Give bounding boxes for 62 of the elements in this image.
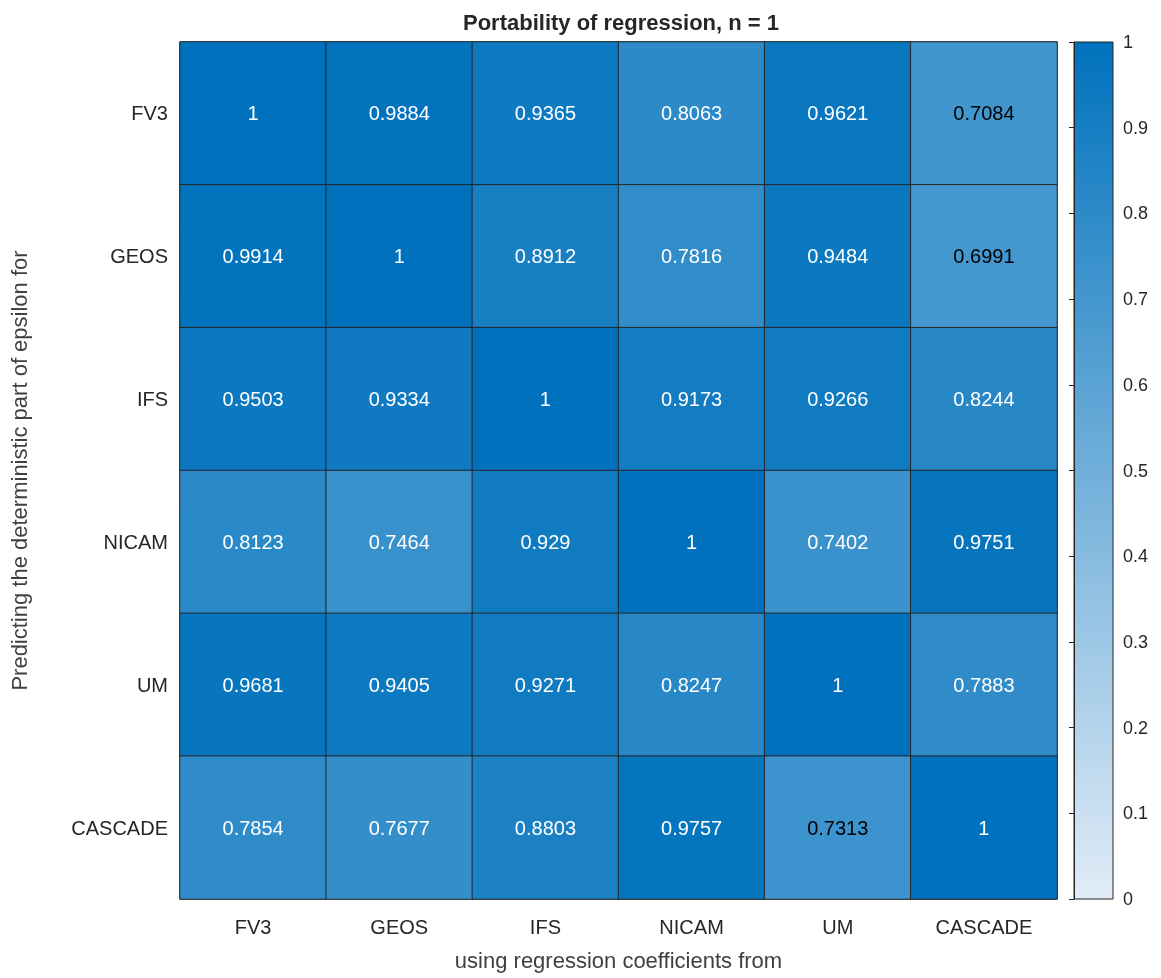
y-tick-label: IFS [136, 388, 168, 411]
data-label: 0.7402 [807, 530, 869, 553]
data-label: 0.8247 [661, 673, 723, 696]
color-bar-label: 0.8 [1123, 203, 1149, 224]
x-tick-label: GEOS [370, 916, 429, 938]
data-label: 1 [832, 673, 844, 696]
x-tick-label: FV3 [234, 916, 272, 938]
data-label: 0.8803 [514, 816, 576, 839]
data-label: 1 [393, 245, 405, 268]
data-label: 0.8123 [222, 530, 284, 553]
data-label: 0.7084 [953, 102, 1015, 125]
data-label: 0.9681 [222, 673, 284, 696]
y-tick-label: GEOS [110, 245, 168, 268]
data-label: 0.7313 [807, 816, 869, 839]
data-label: 1 [247, 102, 259, 125]
data-label: 0.7816 [661, 245, 723, 268]
data-label: 0.9484 [807, 245, 869, 268]
y-tick-label: CASCADE [71, 816, 168, 839]
data-label: 0.8912 [514, 245, 576, 268]
data-label: 0.7854 [222, 816, 284, 839]
data-label: 0.7464 [368, 530, 430, 553]
data-label: 0.9751 [953, 530, 1015, 553]
color-bar-label: 0.2 [1123, 717, 1149, 738]
chart-title: Portability of regression, n = 1 [462, 9, 780, 35]
data-label: 0.929 [520, 530, 571, 553]
data-label: 0.9757 [661, 816, 723, 839]
data-label: 0.9365 [514, 102, 576, 125]
y-tick-label: UM [136, 673, 168, 696]
color-bar-label: 1 [1123, 32, 1134, 52]
color-bar-label: 0.7 [1123, 289, 1149, 310]
data-label: 0.9503 [222, 388, 284, 411]
color-bar-label: 0.9 [1123, 117, 1149, 138]
data-label: 0.9621 [807, 102, 869, 125]
data-label: 0.9173 [661, 388, 723, 411]
x-tick-label: IFS [529, 916, 561, 938]
y-tick-label: NICAM [103, 530, 168, 553]
data-label: 0.7883 [953, 673, 1015, 696]
data-label: 0.9405 [368, 673, 430, 696]
color-bar-label: 0.6 [1123, 374, 1149, 395]
y-axis-title: Predicting the deterministic part of epsilon for [6, 250, 32, 691]
data-label: 0.8063 [661, 102, 723, 125]
color-bar-label: 0.3 [1123, 631, 1149, 652]
data-label: 0.9884 [368, 102, 430, 125]
data-label: 0.8244 [953, 388, 1015, 411]
color-bar-label: 0.5 [1123, 460, 1149, 481]
data-label: 0.9334 [368, 388, 430, 411]
data-label: 1 [686, 530, 698, 553]
color-bar-label: 0 [1123, 889, 1134, 909]
data-label: 0.6991 [953, 245, 1015, 268]
data-label: 0.9271 [514, 673, 576, 696]
color-bar-label: 0.1 [1123, 803, 1149, 824]
data-label: 1 [978, 816, 990, 839]
data-label: 1 [539, 388, 551, 411]
data-label: 0.9914 [222, 245, 284, 268]
data-label: 0.7677 [368, 816, 430, 839]
x-axis-title: using regression coefficients from [454, 947, 783, 973]
x-tick-label: NICAM [659, 916, 724, 938]
y-tick-label: FV3 [131, 102, 168, 125]
data-label: 0.9266 [807, 388, 869, 411]
x-tick-label: UM [822, 916, 854, 938]
x-tick-label: CASCADE [935, 916, 1033, 938]
color-bar-label: 0.4 [1123, 546, 1149, 567]
